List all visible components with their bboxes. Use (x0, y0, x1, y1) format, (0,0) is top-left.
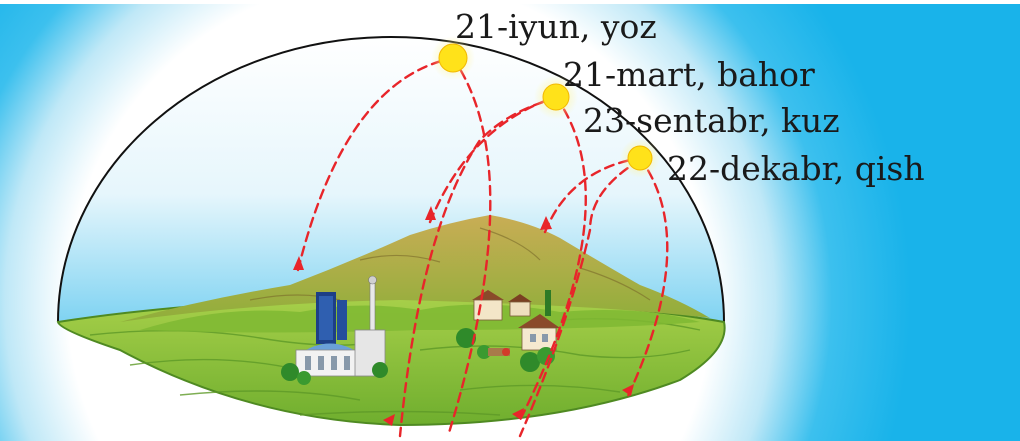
sun-summer (431, 36, 475, 80)
label-autumn-equinox: 23-sentabr, kuz (583, 101, 840, 140)
city-icon (281, 275, 388, 385)
label-spring-equinox: 21-mart, bahor (563, 55, 815, 94)
equinox-path-set (518, 95, 587, 422)
sun-equinox (534, 75, 578, 119)
sun-winter (620, 138, 660, 178)
equinox-path-rise (428, 95, 558, 224)
label-winter-solstice: 22-dekabr, qish (667, 149, 925, 188)
sun-paths (296, 56, 669, 438)
summer-path-rise (296, 56, 455, 272)
equinox-path-alt (398, 96, 559, 438)
summer-path-set (446, 56, 492, 438)
mountain-range (120, 215, 710, 322)
arrow-icon (293, 206, 634, 426)
dome-outline (57, 36, 725, 323)
winter-path-set (626, 156, 669, 398)
label-summer-solstice: 21-iyun, yoz (455, 7, 657, 46)
winter-path-alt (518, 158, 642, 438)
